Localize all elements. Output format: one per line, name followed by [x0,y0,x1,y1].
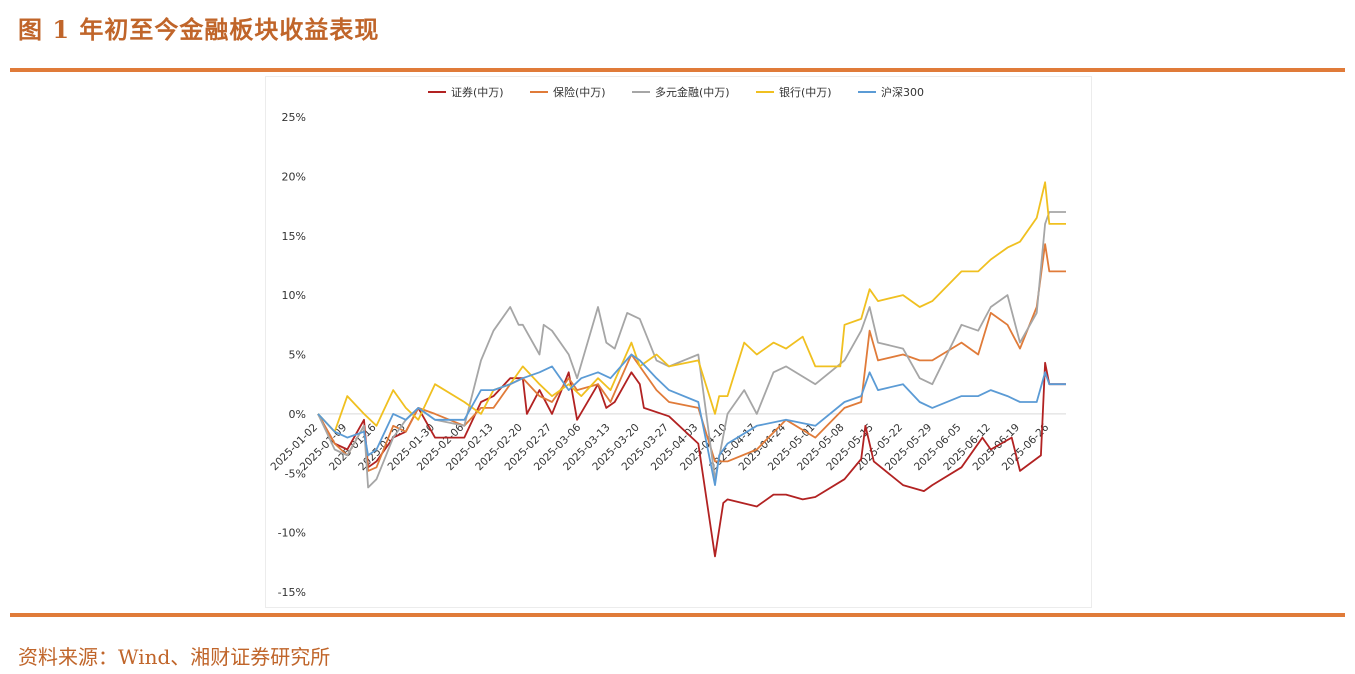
legend-label: 证券(中万) [451,85,504,99]
series-line [317,353,1066,487]
y-tick-label: -5% [285,467,306,480]
legend-label: 多元金融(中万) [655,85,730,99]
y-tick-label: 5% [289,349,306,362]
y-tick-label: -10% [278,527,306,540]
series-line [317,361,1066,558]
legend-label: 银行(中万) [779,85,832,99]
chart-frame: 25% 20% 15% 10% 5% 0% -5% -10% -15% 2025-01-02 202… [265,76,1092,608]
y-tick-label: 10% [282,289,306,302]
legend-label: 沪深300 [881,85,924,99]
bottom-divider [10,613,1345,617]
y-tick-label: 15% [282,230,306,243]
series-line [317,181,1066,433]
source-note: 资料来源：Wind、湘财证券研究所 [18,645,331,669]
y-tick-label: -15% [278,586,306,599]
returns-line-chart: 25%20%15%10%5%0%-5%-10%-15%2025-01-02202… [268,85,1066,599]
top-divider [10,68,1345,72]
y-tick-label: 20% [282,170,306,183]
y-tick-label: 25% [282,111,306,124]
series-line [317,211,1066,489]
figure-title: 图 1 年初至今金融板块收益表现 [18,15,380,44]
y-tick-label: 0% [289,408,306,421]
legend-label: 保险(中万) [553,85,606,99]
